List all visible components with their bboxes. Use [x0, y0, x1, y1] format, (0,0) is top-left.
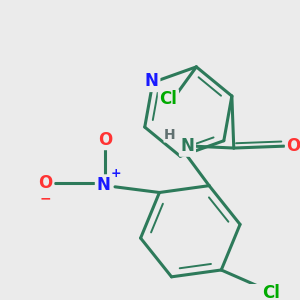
Text: N: N [97, 176, 110, 194]
Text: Cl: Cl [160, 91, 177, 109]
Text: +: + [111, 167, 121, 180]
Text: Cl: Cl [262, 284, 280, 300]
Text: H: H [164, 128, 176, 142]
Text: O: O [98, 130, 112, 148]
Text: O: O [38, 174, 52, 192]
Text: O: O [286, 137, 300, 155]
Text: N: N [145, 72, 159, 90]
Text: −: − [40, 191, 51, 205]
Text: N: N [181, 137, 194, 155]
